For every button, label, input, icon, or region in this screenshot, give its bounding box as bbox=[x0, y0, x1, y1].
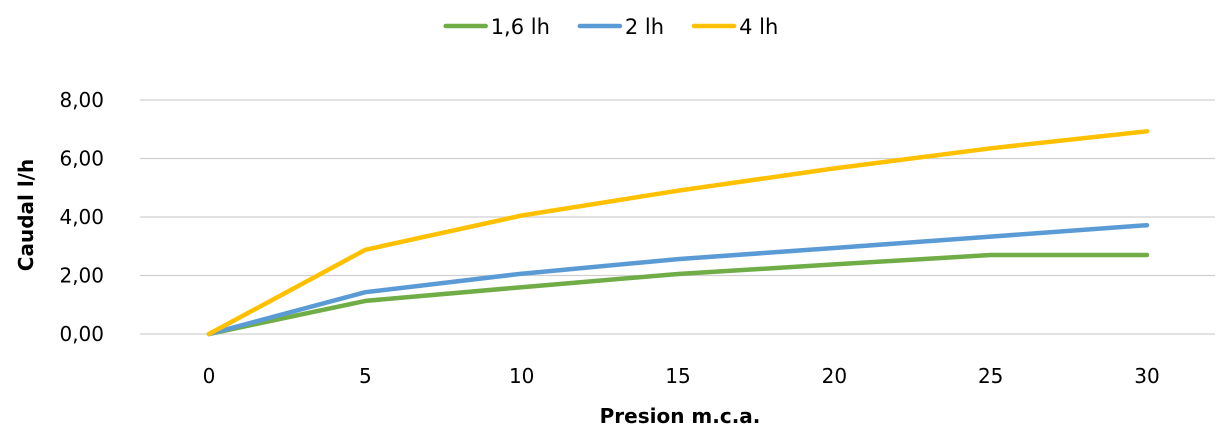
legend-item: 2 lh bbox=[577, 15, 664, 39]
legend-label: 1,6 lh bbox=[491, 15, 550, 39]
x-axis-title: Presion m.c.a. bbox=[600, 404, 761, 428]
x-tick-label: 15 bbox=[665, 364, 690, 388]
x-tick-label: 5 bbox=[359, 364, 372, 388]
x-tick-label: 30 bbox=[1134, 364, 1159, 388]
series-line-1 bbox=[206, 252, 1150, 337]
y-tick-label: 6,00 bbox=[59, 147, 104, 171]
series-lines bbox=[206, 129, 1150, 337]
gridlines bbox=[140, 99, 1215, 335]
y-tick-label: 8,00 bbox=[59, 88, 104, 112]
legend-label: 4 lh bbox=[739, 15, 778, 39]
x-tick-label: 0 bbox=[203, 364, 216, 388]
y-tick-label: 4,00 bbox=[59, 205, 104, 229]
y-axis-ticks: 0,00 2,00 4,00 6,00 8,00 bbox=[59, 88, 104, 346]
legend-label: 2 lh bbox=[625, 15, 664, 39]
x-tick-label: 10 bbox=[509, 364, 534, 388]
y-axis-title: Caudal l/h bbox=[14, 159, 38, 271]
legend: 1,6 lh 2 lh 4 lh bbox=[443, 15, 778, 39]
x-tick-label: 20 bbox=[822, 364, 847, 388]
x-axis-ticks: 0 5 10 15 20 25 30 bbox=[203, 364, 1160, 388]
y-tick-label: 2,00 bbox=[59, 264, 104, 288]
series-line-2 bbox=[206, 222, 1150, 337]
legend-item: 4 lh bbox=[691, 15, 778, 39]
legend-item: 1,6 lh bbox=[443, 15, 550, 39]
x-tick-label: 25 bbox=[978, 364, 1003, 388]
series-line-3 bbox=[206, 129, 1150, 337]
y-tick-label: 0,00 bbox=[59, 322, 104, 346]
